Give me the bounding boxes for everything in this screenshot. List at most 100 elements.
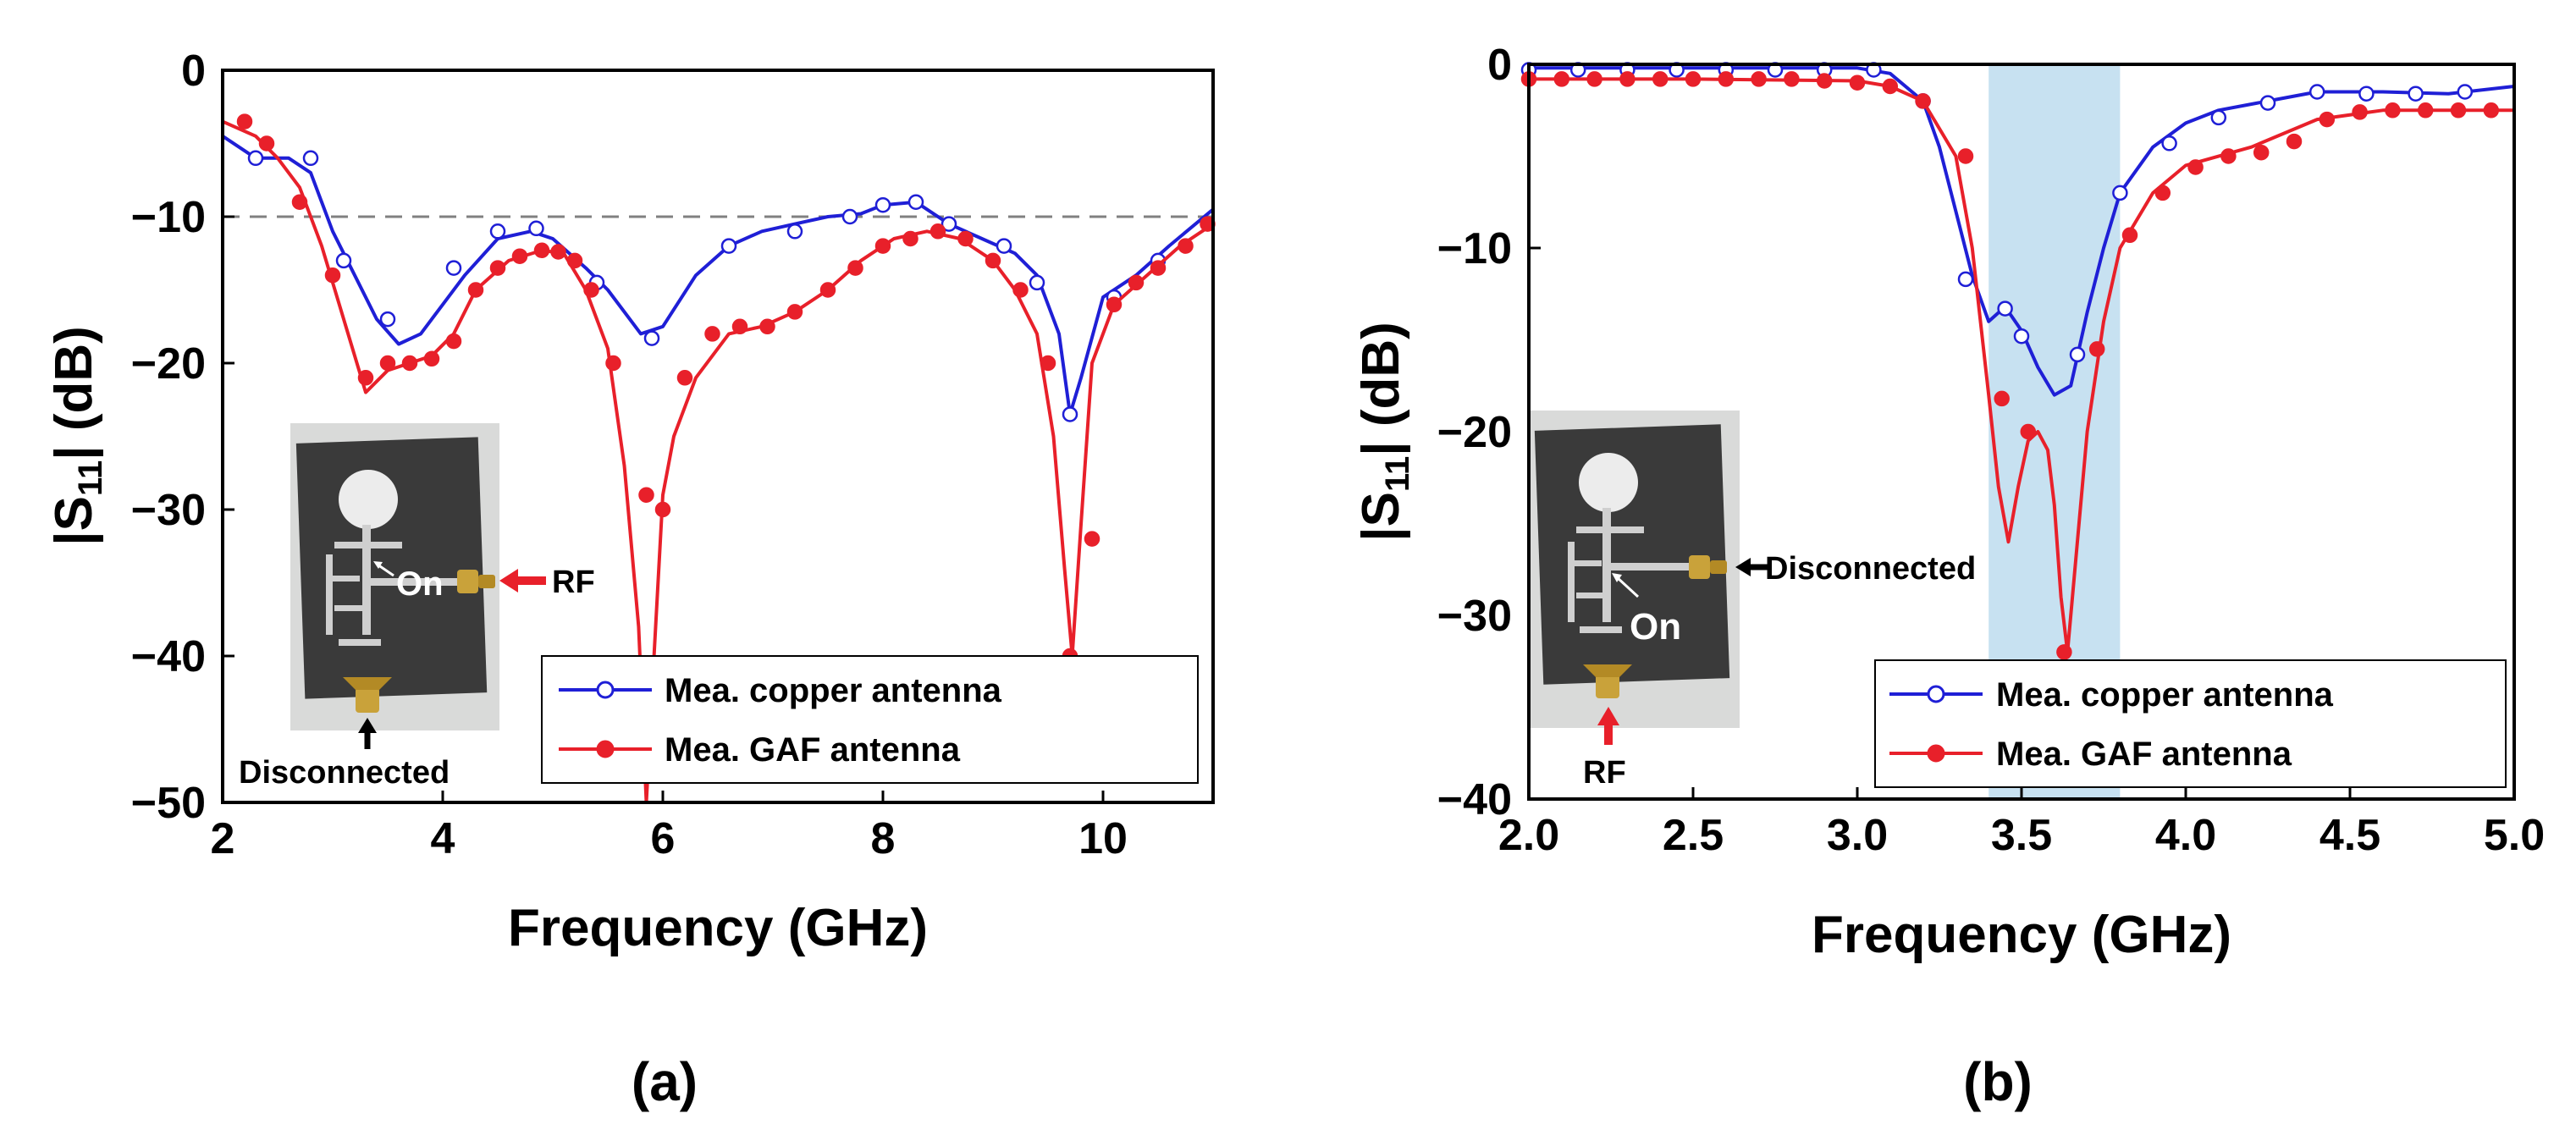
a-y-tick-label: −30 [131, 486, 206, 535]
a-point-gaf [550, 244, 566, 260]
panel-b-legend: Mea. copper antenna Mea. GAF antenna [1874, 659, 2507, 788]
panel-b-legend-gaf: Mea. GAF antenna [1996, 736, 2292, 773]
panel-a-y-axis-label: |S11| (dB) [45, 326, 109, 546]
a-y-tick-label: −10 [131, 193, 206, 242]
b-point-gaf [2154, 185, 2171, 201]
panel-a-legend-copper: Mea. copper antenna [665, 672, 1002, 709]
a-y-tick-label: −20 [131, 339, 206, 389]
b-x-tick-label: 2.0 [1498, 811, 1559, 860]
b-point-copper [1997, 300, 2013, 317]
b-point-gaf [2352, 104, 2368, 120]
panel-a-ticks: 2 4 6 8 10 0 −10 −20 −30 −40 −50 [131, 47, 1128, 863]
a-point-gaf [1084, 531, 1100, 547]
a-point-copper [445, 260, 462, 276]
a-point-gaf [423, 350, 440, 367]
a-point-gaf [605, 355, 621, 372]
a-point-gaf [324, 267, 341, 284]
b-point-gaf [2253, 144, 2270, 161]
b-point-copper [2259, 95, 2276, 111]
a-y-tick-label: −50 [131, 779, 206, 828]
a-point-gaf [985, 252, 1001, 269]
b-point-gaf [2020, 423, 2037, 440]
panel-a-inset-on-label: On [396, 565, 444, 603]
b-point-gaf [1784, 71, 1800, 87]
b-point-copper [2013, 328, 2030, 345]
b-x-tick-label: 2.5 [1663, 811, 1724, 860]
b-point-copper [2069, 346, 2086, 363]
panel-b-x-axis-label: Frequency (GHz) [1812, 906, 2231, 964]
b-x-tick-label: 4.0 [2155, 811, 2216, 860]
panel-a-inset-photo: On RF Disconnected [239, 423, 595, 791]
b-point-copper [2161, 135, 2177, 152]
panel-a-axes-frame [221, 69, 1215, 804]
a-x-tick-label: 6 [651, 814, 676, 863]
a-x-tick-label: 8 [871, 814, 896, 863]
b-y-tick-label: 0 [1487, 41, 1512, 90]
b-point-gaf [2385, 102, 2401, 119]
a-point-gaf [1040, 355, 1056, 372]
b-point-gaf [2220, 148, 2237, 164]
panel-b-legend-copper: Mea. copper antenna [1996, 676, 2334, 714]
a-point-gaf [1128, 274, 1145, 291]
b-point-gaf [2417, 102, 2434, 119]
a-point-copper [720, 238, 737, 254]
a-point-gaf [638, 487, 654, 503]
b-point-copper [2358, 85, 2375, 102]
a-point-gaf [654, 501, 671, 518]
b-point-gaf [1652, 71, 1669, 87]
b-line-gaf [1529, 77, 2514, 654]
b-point-gaf [2187, 159, 2204, 175]
b-point-gaf [2483, 102, 2500, 119]
a-point-gaf [445, 333, 462, 350]
b-point-gaf [1994, 390, 2010, 407]
b-point-gaf [1849, 74, 1866, 91]
b-point-gaf [2088, 341, 2105, 357]
a-point-copper [489, 223, 506, 240]
b-point-gaf [2056, 644, 2072, 660]
a-point-gaf [236, 113, 253, 130]
b-point-gaf [1915, 93, 1931, 109]
a-point-copper [940, 216, 957, 232]
b-y-tick-label: −40 [1437, 775, 1512, 824]
a-point-gaf [1150, 260, 1167, 276]
a-point-gaf [511, 248, 528, 264]
a-point-copper [335, 252, 352, 269]
a-point-gaf [258, 135, 275, 152]
a-point-gaf [533, 242, 550, 259]
a-point-copper [874, 196, 891, 213]
panel-b-series-gaf [1520, 71, 2514, 660]
a-point-gaf [357, 370, 374, 386]
panel-b-inset-disconnected-label: Disconnected [1765, 551, 1976, 587]
b-point-gaf [1685, 71, 1702, 87]
a-point-gaf [379, 355, 396, 372]
b-point-gaf [1751, 71, 1767, 87]
panel-a-x-axis-label: Frequency (GHz) [508, 899, 928, 957]
panel-b-axes-frame [1527, 63, 2516, 801]
a-point-gaf [489, 260, 506, 276]
a-line-copper [221, 135, 1215, 416]
b-point-gaf [2450, 102, 2467, 119]
a-point-gaf [759, 318, 775, 335]
b-y-tick-label: −10 [1437, 224, 1512, 273]
a-point-copper [1029, 274, 1045, 291]
panel-a-label: (a) [632, 1051, 698, 1112]
a-y-tick-label: 0 [181, 47, 206, 96]
panel-a-inset-disconnected-label: Disconnected [239, 755, 450, 791]
b-point-gaf [2121, 227, 2138, 244]
panel-a-legend-gaf: Mea. GAF antenna [665, 731, 961, 769]
b-x-tick-label: 5.0 [2484, 811, 2545, 860]
b-point-gaf [1816, 73, 1833, 89]
panel-b-inset-on-label: On [1630, 606, 1681, 648]
a-point-copper [841, 208, 858, 225]
panel-b-label: (b) [1963, 1051, 2033, 1112]
a-point-copper [996, 238, 1012, 254]
a-point-gaf [1012, 282, 1029, 298]
a-x-tick-label: 10 [1078, 814, 1128, 863]
a-y-tick-label: −40 [131, 632, 206, 681]
a-point-copper [379, 311, 396, 328]
b-point-copper [2308, 84, 2325, 100]
a-point-gaf [957, 230, 974, 247]
b-point-copper [1957, 271, 1974, 288]
b-point-copper [2457, 84, 2474, 100]
